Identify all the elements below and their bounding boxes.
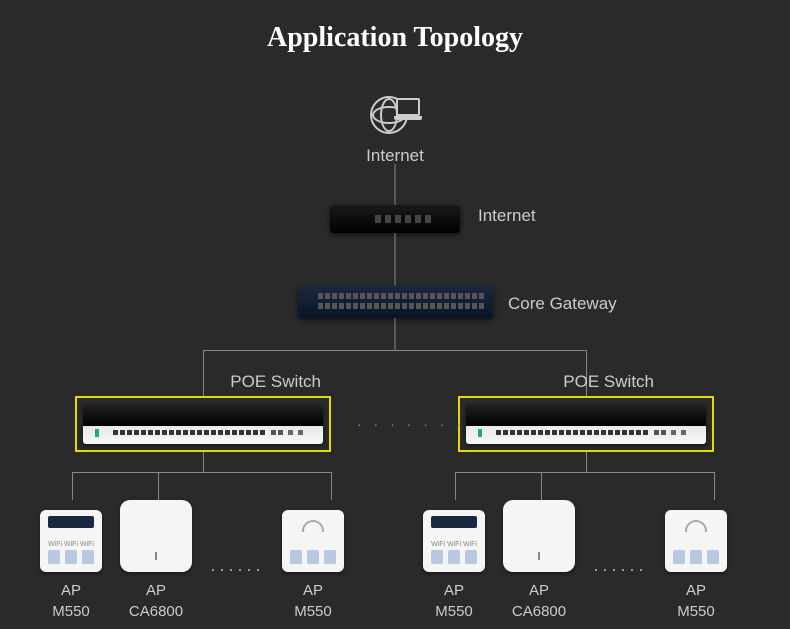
- ap-l1-stub: [72, 472, 73, 500]
- ap-model: M550: [294, 603, 332, 620]
- ap-name: AP: [444, 582, 464, 599]
- ap-right-2: AP CA6800: [503, 500, 575, 622]
- switch-ellipsis: · · · · · · ·: [357, 416, 465, 432]
- ap-wallplate-icon: WiFi WiFi WiFi: [40, 510, 102, 572]
- router-device-icon: [330, 205, 460, 233]
- edge-router-gateway: [395, 233, 396, 286]
- poe-left-device-icon: [83, 404, 323, 444]
- ap-name: AP: [303, 582, 323, 599]
- ap-name: AP: [146, 582, 166, 599]
- poe-left-hline: [72, 472, 332, 473]
- poe-left-highlight: [75, 396, 331, 452]
- poe-left-label: POE Switch: [230, 372, 321, 392]
- gateway-label: Core Gateway: [508, 294, 617, 314]
- ap-model: M550: [677, 603, 715, 620]
- ap-left-3: AP M550: [282, 510, 344, 622]
- ap-model: M550: [52, 603, 90, 620]
- ap-left-2: AP CA6800: [120, 500, 192, 622]
- poe-right-hline: [455, 472, 715, 473]
- ap-ceiling-icon: [503, 500, 575, 572]
- ap-model: M550: [435, 603, 473, 620]
- router-label: Internet: [478, 206, 536, 226]
- page-title: Application Topology: [0, 0, 790, 54]
- ap-name: AP: [61, 582, 81, 599]
- router-node: [0, 205, 790, 233]
- ap-ceiling-icon: [120, 500, 192, 572]
- ap-wallplate-wifi-icon: [665, 510, 727, 572]
- poe-switch-left: POE Switch: [75, 396, 331, 452]
- ap-group-left: WiFi WiFi WiFi AP M550 AP CA6800 ······ AP…: [40, 500, 344, 622]
- ap-name: AP: [686, 582, 706, 599]
- ap-name: AP: [529, 582, 549, 599]
- poe-right-down: [586, 452, 587, 472]
- ap-group-right: WiFi WiFi WiFi AP M550 AP CA6800 ······ AP…: [423, 500, 727, 622]
- poe-left-down: [203, 452, 204, 472]
- ap-r1-stub: [455, 472, 456, 500]
- ap-left-ellipsis: ······: [192, 559, 282, 622]
- internet-node: Internet: [0, 92, 790, 166]
- ap-wallplate-icon: WiFi WiFi WiFi: [423, 510, 485, 572]
- poe-right-device-icon: [466, 404, 706, 444]
- poe-right-highlight: [458, 396, 714, 452]
- edge-internet-router: [395, 164, 396, 206]
- split-hline: [203, 350, 586, 351]
- ap-model: CA6800: [512, 603, 566, 620]
- ap-left-1: WiFi WiFi WiFi AP M550: [40, 510, 102, 622]
- ap-right-3: AP M550: [665, 510, 727, 622]
- ap-right-ellipsis: ······: [575, 559, 665, 622]
- split-left-stub: [203, 350, 204, 396]
- ap-r3-stub: [714, 472, 715, 500]
- ap-right-1: WiFi WiFi WiFi AP M550: [423, 510, 485, 622]
- ap-wallplate-wifi-icon: [282, 510, 344, 572]
- internet-label: Internet: [366, 146, 424, 166]
- ap-model: CA6800: [129, 603, 183, 620]
- ap-l3-stub: [331, 472, 332, 500]
- gateway-node: [0, 286, 790, 318]
- globe-laptop-icon: [370, 92, 420, 142]
- poe-right-label: POE Switch: [563, 372, 654, 392]
- edge-gateway-split: [395, 318, 396, 350]
- gateway-device-icon: [298, 286, 493, 318]
- poe-switch-right: POE Switch: [458, 396, 714, 452]
- ap-r2-stub: [541, 472, 542, 500]
- ap-l2-stub: [158, 472, 159, 500]
